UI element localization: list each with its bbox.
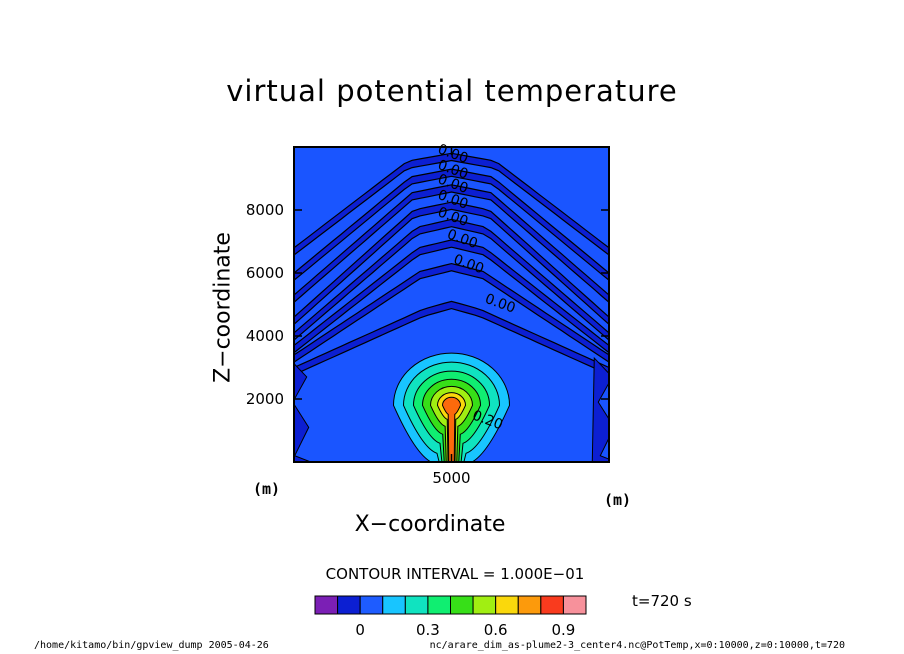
colorbar-tick-label: 0.3 <box>416 621 440 639</box>
contour-band <box>294 300 609 376</box>
contour-band <box>294 201 609 326</box>
colorbar-swatch <box>450 595 474 615</box>
contour-band <box>294 168 609 281</box>
y-axis-label: Z−coordinate <box>210 232 236 383</box>
contour-band <box>294 239 609 354</box>
plume-contour <box>441 396 462 462</box>
contour-side-band <box>294 362 311 462</box>
colorbar-swatch <box>495 595 519 615</box>
colorbar-swatch <box>517 595 542 615</box>
x-tick-label: 5000 <box>432 469 470 487</box>
time-label: t=720 s <box>632 592 692 610</box>
x-unit-label: (m) <box>604 491 632 509</box>
y-tick-label: 4000 <box>246 327 284 345</box>
colorbar-tick-label: 0 <box>355 621 365 639</box>
contour-band <box>294 152 609 256</box>
y-tick-label: 2000 <box>246 390 284 408</box>
colorbar-swatch <box>427 595 451 615</box>
colorbar-swatch <box>359 595 384 615</box>
contour-interval-label: CONTOUR INTERVAL = 1.000E−01 <box>325 565 585 583</box>
y-unit-label: (m) <box>253 480 281 498</box>
colorbar: 0 0.3 0.6 0.9 <box>314 595 587 639</box>
contour-band <box>294 262 609 363</box>
colorbar-tick-label: 0.6 <box>484 621 508 639</box>
contour-band <box>294 184 609 304</box>
contour-band <box>294 218 609 341</box>
colorbar-tick-label: 0.9 <box>551 621 575 639</box>
y-tick-label: 8000 <box>246 201 284 219</box>
footer-left: /home/kitamo/bin/gpview_dump 2005-04-26 <box>34 640 269 651</box>
y-tick-label: 6000 <box>246 264 284 282</box>
plot-area <box>294 147 609 462</box>
contour-side-band <box>591 356 609 462</box>
footer-right: nc/arare_dim_as-plume2-3_center4.nc@PotT… <box>429 640 845 651</box>
colorbar-swatch <box>314 595 339 615</box>
chart-title: virtual potential temperature <box>226 74 678 108</box>
colorbar-swatch <box>562 595 587 615</box>
colorbar-swatch <box>540 595 564 615</box>
x-axis-label: X−coordinate <box>354 512 506 537</box>
colorbar-swatch <box>404 595 429 615</box>
colorbar-swatch <box>472 595 497 615</box>
colorbar-swatch <box>382 595 406 615</box>
axis-ticks: 2000 4000 6000 8000 5000 <box>246 147 609 487</box>
colorbar-swatch <box>337 595 361 615</box>
